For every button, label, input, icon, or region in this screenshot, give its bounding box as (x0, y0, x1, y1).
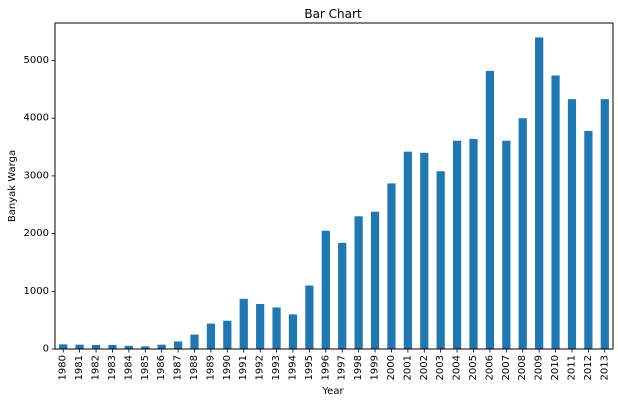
x-axis-label: Year (321, 386, 344, 397)
x-tick-label-2001: 2001 (402, 355, 413, 380)
bar-1993 (272, 307, 281, 349)
x-tick-label-2003: 2003 (435, 355, 446, 380)
y-axis: 0 1000 2000 3000 4000 5000 (24, 55, 55, 355)
bar-1985 (141, 346, 150, 349)
bar-1996 (321, 230, 330, 349)
x-tick-label-1999: 1999 (370, 355, 381, 380)
bar-1990 (223, 320, 232, 349)
x-tick-label-2011: 2011 (566, 355, 577, 380)
bar-2003 (436, 171, 445, 349)
bar-1991 (239, 298, 248, 349)
y-tick-label-4000: 4000 (24, 113, 49, 124)
x-tick-label-1984: 1984 (123, 355, 134, 380)
bar-1994 (288, 314, 298, 349)
bar-2007 (502, 140, 511, 349)
bar-2001 (403, 151, 412, 349)
x-tick-label-2009: 2009 (534, 355, 545, 380)
bar-1989 (206, 323, 216, 349)
x-tick-label-2013: 2013 (599, 355, 610, 380)
x-tick-label-1992: 1992 (255, 355, 266, 380)
x-tick-label-2010: 2010 (550, 355, 561, 380)
x-tick-label-1981: 1981 (74, 355, 85, 380)
bar-1998 (354, 216, 363, 349)
y-tick-label-2000: 2000 (24, 228, 49, 239)
bar-1987 (173, 341, 183, 349)
bar-1992 (256, 303, 265, 349)
bar-2012 (584, 130, 593, 349)
bar-2011 (567, 99, 577, 349)
x-tick-label-2006: 2006 (484, 355, 495, 380)
x-tick-label-1982: 1982 (91, 355, 102, 380)
x-tick-label-2008: 2008 (517, 355, 528, 380)
x-tick-label-2000: 2000 (386, 355, 397, 380)
y-axis-label: Banyak Warga (7, 150, 18, 222)
x-tick-label-1988: 1988 (189, 355, 200, 380)
y-tick-label-5000: 5000 (24, 55, 49, 66)
bar-2010 (551, 75, 560, 349)
bar-1997 (338, 242, 347, 349)
x-tick-label-2007: 2007 (501, 355, 512, 380)
bar-1981 (75, 344, 84, 349)
x-tick-label-1996: 1996 (320, 355, 331, 380)
plot-frame (54, 22, 614, 350)
bar-1983 (108, 344, 117, 349)
bar-2013 (600, 99, 609, 349)
x-tick-label-1983: 1983 (107, 355, 118, 380)
x-tick-label-1994: 1994 (287, 355, 298, 380)
x-tick-label-1989: 1989 (205, 355, 216, 380)
x-tick-label-2012: 2012 (583, 355, 594, 380)
x-tick-label-1987: 1987 (173, 355, 184, 380)
x-tick-label-2004: 2004 (452, 355, 463, 380)
x-tick-label-2002: 2002 (419, 355, 430, 380)
x-tick-label-1986: 1986 (156, 355, 167, 380)
bar-2009 (535, 37, 544, 350)
bar-1982 (91, 344, 101, 349)
bar-1984 (124, 345, 133, 349)
x-tick-label-1991: 1991 (238, 355, 249, 380)
x-tick-label-1997: 1997 (337, 355, 348, 380)
x-tick-label-2005: 2005 (468, 355, 479, 380)
x-tick-label-1985: 1985 (140, 355, 151, 380)
x-tick-label-1993: 1993 (271, 355, 282, 380)
bar-2000 (387, 183, 396, 349)
chart-title: Bar Chart (304, 7, 362, 21)
x-tick-label-1980: 1980 (58, 355, 69, 380)
x-tick-label-1998: 1998 (353, 355, 364, 380)
bar-1986 (157, 344, 166, 349)
bar-1999 (370, 211, 380, 349)
x-tick-label-1990: 1990 (222, 355, 233, 380)
bar-2005 (469, 138, 478, 349)
bar-1995 (305, 285, 314, 349)
bar-2002 (420, 152, 429, 349)
y-tick-label-1000: 1000 (24, 286, 49, 297)
bars-group (59, 37, 609, 350)
y-tick-label-3000: 3000 (24, 170, 49, 181)
bar-1988 (190, 334, 199, 349)
bar-2006 (485, 70, 495, 349)
y-tick-label-0: 0 (43, 344, 49, 355)
bar-2008 (518, 118, 527, 349)
x-tick-label-1995: 1995 (304, 355, 315, 380)
bar-1980 (59, 344, 68, 349)
x-axis: 1980 1981 1982 1983 1984 1985 1986 1987 1988 1989… (58, 349, 610, 380)
bar-2004 (452, 140, 462, 349)
